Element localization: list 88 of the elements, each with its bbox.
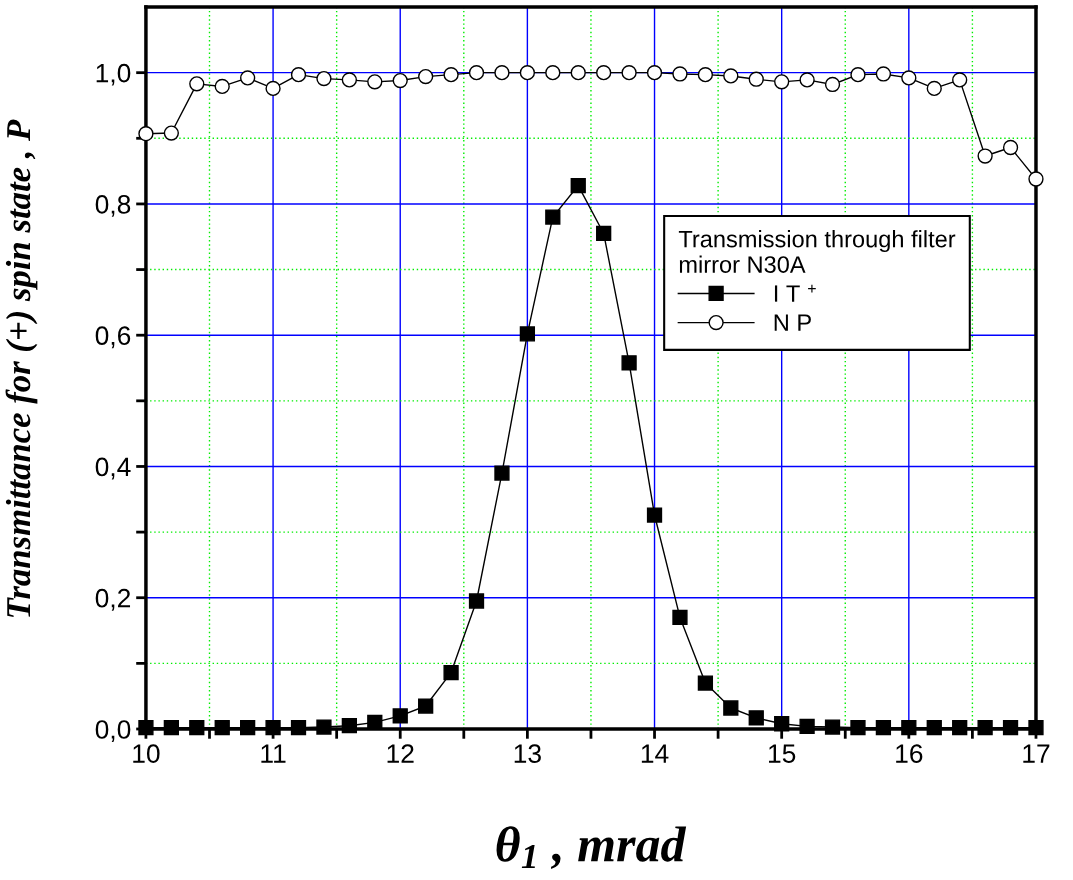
- point: [265, 720, 281, 736]
- legend-title: Transmission through filter mirror N30A: [678, 230, 956, 273]
- x-tick-label: 12: [387, 744, 414, 763]
- point: [545, 65, 561, 81]
- point: [494, 65, 510, 81]
- x-axis-title: θ$_{1}$ , mrad: [496, 826, 687, 869]
- point: [799, 72, 815, 88]
- y-axis-title: Transmittance for (+) spin state , P: [5, 119, 38, 617]
- point: [392, 72, 408, 89]
- point: [926, 80, 942, 97]
- point: [189, 76, 205, 92]
- point: [392, 708, 408, 724]
- point: [901, 720, 917, 736]
- y-tick-label: 0,8: [95, 195, 131, 217]
- point: [468, 65, 485, 81]
- point: [341, 72, 358, 88]
- point: [570, 177, 586, 194]
- point: [672, 609, 688, 626]
- x-tick-label: 15: [769, 744, 796, 763]
- point: [952, 72, 968, 88]
- point: [1002, 720, 1019, 736]
- point: [367, 74, 383, 90]
- point: [519, 65, 536, 81]
- point: [214, 720, 230, 736]
- point: [418, 698, 434, 714]
- point: [875, 66, 892, 82]
- point: [672, 66, 688, 82]
- point: [494, 465, 510, 481]
- point: [290, 720, 307, 736]
- point: [621, 355, 637, 371]
- point: [316, 719, 332, 735]
- point: [850, 67, 866, 83]
- legend-label: N P: [774, 314, 811, 331]
- point: [443, 67, 459, 83]
- point: [926, 720, 942, 736]
- point: [418, 68, 434, 85]
- point: [748, 71, 764, 87]
- point: [901, 70, 917, 86]
- point: [189, 720, 205, 736]
- point: [240, 70, 256, 86]
- point: [621, 65, 637, 81]
- point: [316, 70, 332, 87]
- point: [265, 80, 281, 97]
- x-tick-label: 16: [896, 744, 923, 763]
- point: [646, 65, 663, 81]
- y-tick-label: 0,4: [95, 457, 131, 480]
- x-tick-label: 11: [261, 744, 286, 763]
- point: [163, 125, 179, 141]
- point: [977, 148, 993, 164]
- point: [214, 78, 230, 95]
- point: [646, 507, 663, 523]
- point: [570, 65, 586, 81]
- point: [163, 720, 179, 736]
- point: [774, 74, 790, 90]
- point: [977, 720, 993, 736]
- legend-label: I T $^{+}$: [774, 284, 816, 302]
- point: [290, 67, 307, 83]
- y-tick-label: 0,6: [95, 326, 131, 349]
- x-tick-label: 10: [133, 744, 160, 763]
- y-tick-label: 0,2: [95, 588, 131, 611]
- point: [1002, 139, 1019, 156]
- point: [443, 664, 459, 681]
- x-tick-label: 17: [1023, 744, 1050, 763]
- point: [240, 720, 256, 736]
- point: [596, 65, 612, 81]
- point: [138, 126, 154, 142]
- point: [1028, 171, 1044, 187]
- point: [341, 718, 358, 734]
- y-tick-label: 1,0: [96, 63, 131, 86]
- point: [519, 326, 536, 342]
- x-tick-label: 13: [514, 744, 541, 763]
- point: [596, 225, 612, 242]
- point: [850, 720, 866, 736]
- point: [799, 718, 815, 735]
- point: [723, 68, 739, 84]
- point: [824, 719, 841, 735]
- y-tick-label: 0,0: [95, 720, 131, 742]
- point: [748, 710, 764, 726]
- point: [545, 209, 561, 225]
- point: [774, 716, 790, 732]
- point: [697, 67, 714, 83]
- point: [824, 76, 841, 93]
- x-tick-label: 14: [641, 744, 669, 763]
- point: [952, 720, 968, 736]
- point: [723, 700, 739, 716]
- point: [468, 593, 485, 609]
- point: [697, 675, 714, 691]
- point: [875, 720, 892, 736]
